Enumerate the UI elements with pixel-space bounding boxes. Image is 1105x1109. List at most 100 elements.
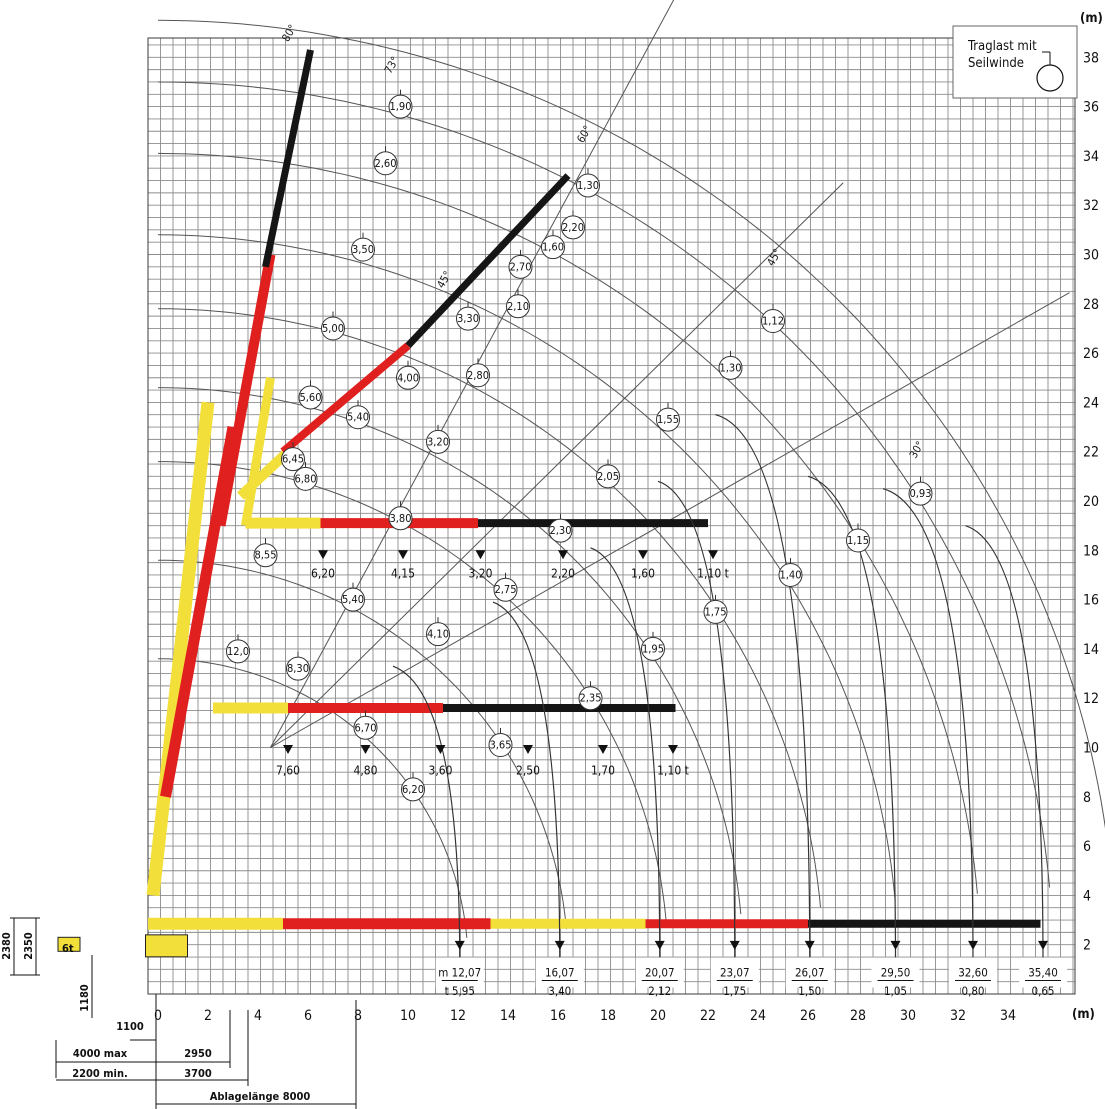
load-bubble: 1,95 xyxy=(641,631,665,661)
reach-load: 1,50 xyxy=(798,984,821,998)
x-tick-label: 12 xyxy=(450,1008,466,1024)
load-bubble: 4,10 xyxy=(426,617,450,647)
dim-3700: 3700 xyxy=(184,1067,212,1080)
load-bubble-circle xyxy=(718,355,743,380)
load-bubble-circle xyxy=(656,407,680,432)
load-marker-icon xyxy=(435,744,446,754)
reach-distance: m 12,07 xyxy=(438,966,481,980)
load-marker-icon xyxy=(318,550,328,560)
load-bubble-value: 2,70 xyxy=(509,260,531,273)
load-bubble: 6,70 xyxy=(353,710,378,740)
y-tick-label: 6 xyxy=(1083,839,1091,855)
load-bubble-circle xyxy=(351,237,375,262)
reach-arc xyxy=(157,152,978,894)
y-tick-label: 30 xyxy=(1083,248,1099,264)
y-tick-label: 26 xyxy=(1083,346,1099,362)
dim-6t: 6t xyxy=(62,942,74,955)
dim-1100: 1100 xyxy=(116,1020,144,1033)
load-bubble-value: 1,30 xyxy=(577,179,599,192)
reach-distance: 23,07 xyxy=(720,966,750,980)
row18-load-value: 4,15 xyxy=(391,566,415,580)
load-bubble-circle xyxy=(388,506,413,531)
row-loads: 6,20 4,15 3,20 2,20 1,60 1,10 t 7,60 4,80 3,60 2,… xyxy=(276,550,1048,950)
angle-ray xyxy=(270,182,844,748)
hook-drops xyxy=(392,414,1044,962)
load-bubble-value: 1,75 xyxy=(704,605,726,618)
load-bubble-value: 4,10 xyxy=(427,628,449,641)
dim-2350: 2350 xyxy=(22,932,35,960)
load-bubble: 1,60 xyxy=(541,230,565,260)
load-bubble-value: 2,35 xyxy=(579,692,601,705)
load-marker-icon xyxy=(598,744,608,754)
row18-load-value: 6,20 xyxy=(311,566,335,580)
load-bubble: 5,40 xyxy=(346,400,370,430)
load-bubble: 1,30 xyxy=(576,168,600,198)
load-marker-icon xyxy=(475,550,486,560)
row18-load-value: 2,20 xyxy=(551,566,575,580)
reach-arcs xyxy=(157,19,1105,938)
y-unit: (m) xyxy=(1080,11,1103,26)
boom-vertical-yellow xyxy=(146,401,215,897)
x-tick-label: 6 xyxy=(304,1008,312,1024)
load-bubble: 3,65 xyxy=(488,728,513,758)
dim-4000: 4000 max xyxy=(73,1047,128,1060)
reach-label-bg xyxy=(871,957,920,988)
y-tick-label: 24 xyxy=(1083,395,1099,411)
load-bubble-value: 2,05 xyxy=(597,470,619,483)
load-bubble: 4,00 xyxy=(396,360,420,390)
load-bubble-value: 2,75 xyxy=(494,583,516,596)
load-bubble-value: 0,93 xyxy=(909,487,931,500)
load-bubble-value: 2,20 xyxy=(562,221,584,234)
load-marker-icon xyxy=(398,550,408,560)
load-bubble-circle xyxy=(578,686,603,711)
load-marker-icon xyxy=(890,940,901,950)
x-tick-label: 30 xyxy=(900,1008,916,1024)
reach-arc xyxy=(157,234,896,901)
axis-ticks: 0 2 4 6 8 10 12 14 16 18 20 22 24 26 28 30 32 34246810121… xyxy=(154,50,1099,1024)
load-bubble-circle xyxy=(298,385,323,410)
outrigger-pad xyxy=(57,936,81,952)
boom-vertical-black xyxy=(262,49,314,268)
load-bubble-circle xyxy=(401,777,425,802)
row11-load-value: 3,60 xyxy=(428,764,452,778)
boom-vertical-yellow-2 xyxy=(241,376,275,527)
x-tick-label: 28 xyxy=(850,1008,866,1024)
reach-load: 2,12 xyxy=(648,984,671,998)
hook-drop-line xyxy=(882,488,974,962)
x-tick-label: 18 xyxy=(600,1008,616,1024)
y-tick-label: 16 xyxy=(1083,593,1099,609)
load-bubble-circle xyxy=(548,518,573,543)
load-bubble-value: 5,60 xyxy=(299,391,321,404)
load-bubble-circle xyxy=(286,656,310,681)
load-bubble-value: 5,40 xyxy=(347,411,369,424)
y-tick-label: 2 xyxy=(1083,938,1091,954)
load-bubble: 2,60 xyxy=(373,146,398,176)
reach-label-bg xyxy=(1019,957,1067,988)
hook-drop-line xyxy=(492,601,561,962)
reach-label-bg xyxy=(635,957,684,988)
y-tick-label: 18 xyxy=(1083,543,1099,559)
load-bubble: 1,40 xyxy=(778,557,803,587)
reach-load: t 5,95 xyxy=(445,984,475,998)
load-bubble-value: 1,30 xyxy=(719,361,741,374)
load-bubble-value: 2,60 xyxy=(374,157,396,170)
x-tick-label: 2 xyxy=(204,1008,212,1024)
load-bubble-circle xyxy=(576,173,600,198)
y-tick-label: 20 xyxy=(1083,494,1099,510)
load-bubble-circle xyxy=(353,715,378,740)
load-bubble-value: 8,30 xyxy=(287,662,309,675)
dim-2380: 2380 xyxy=(0,932,13,960)
load-bubble: 5,40 xyxy=(341,582,365,612)
angle-label: 60° xyxy=(574,123,594,145)
load-bubble-circle xyxy=(293,466,318,491)
load-bubble: 1,15 xyxy=(846,523,870,553)
reach-distance: 26,07 xyxy=(795,966,825,980)
load-bubble-value: 1,90 xyxy=(389,100,411,113)
reach-arc xyxy=(158,559,567,930)
reach-distance: 29,50 xyxy=(881,966,911,980)
load-bubble-circle xyxy=(508,254,533,279)
y-tick-label: 22 xyxy=(1083,445,1099,461)
load-bubble: 8,55 xyxy=(253,538,278,568)
y-tick-label: 8 xyxy=(1083,790,1091,806)
